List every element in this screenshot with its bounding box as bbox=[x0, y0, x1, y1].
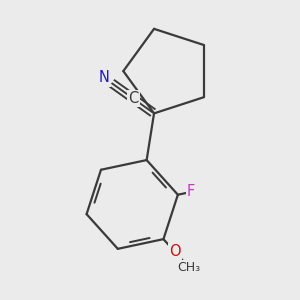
Text: N: N bbox=[99, 70, 110, 86]
Text: CH₃: CH₃ bbox=[177, 261, 200, 274]
Text: C: C bbox=[128, 91, 138, 106]
Text: F: F bbox=[187, 184, 195, 200]
Text: O: O bbox=[169, 244, 180, 259]
